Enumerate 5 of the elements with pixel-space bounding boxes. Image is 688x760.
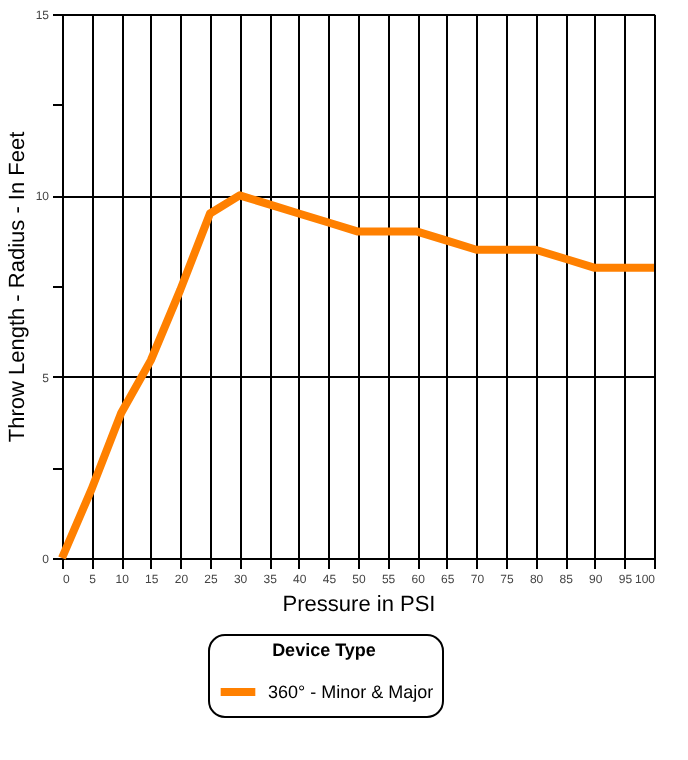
legend-label: 360° - Minor & Major: [268, 682, 434, 702]
x-axis-title: Pressure in PSI: [282, 593, 436, 617]
legend-title: Device Type: [272, 640, 376, 660]
line-series: [58, 191, 658, 562]
y-axis-title: Throw Length - Radius - In Feet: [5, 131, 30, 443]
